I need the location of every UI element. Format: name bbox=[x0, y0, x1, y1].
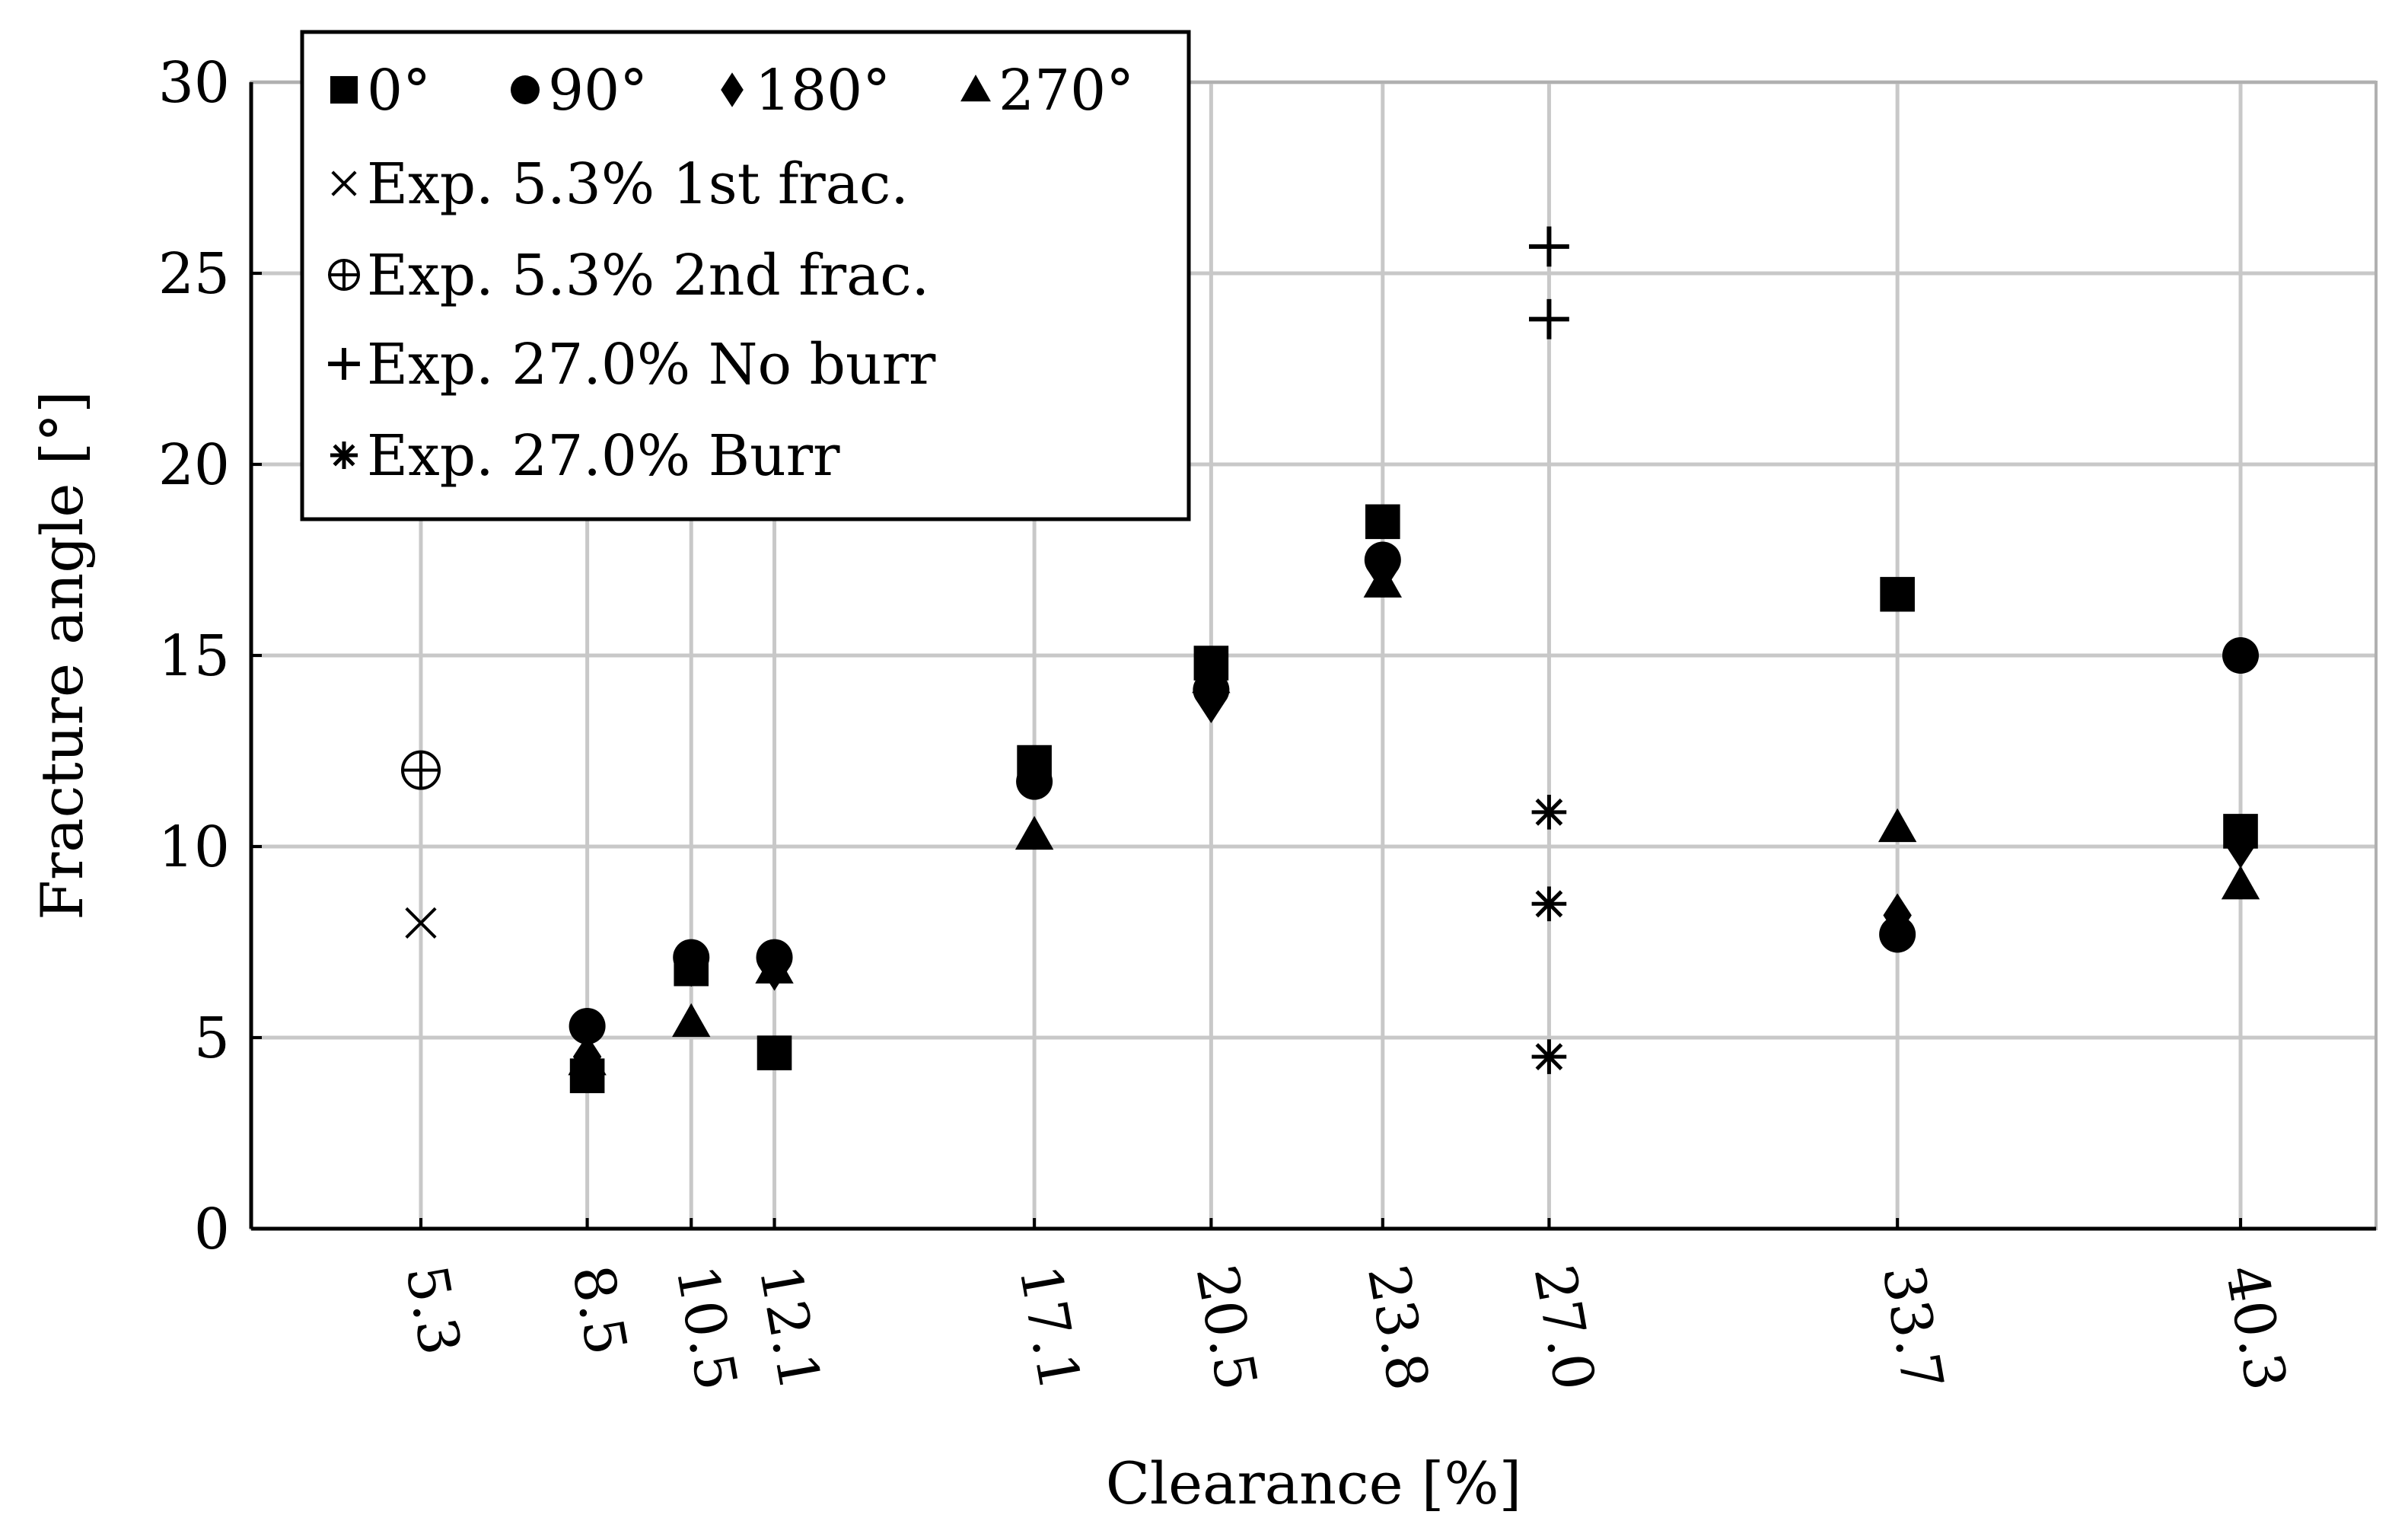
legend-marker bbox=[330, 75, 358, 104]
data-point bbox=[1531, 1039, 1567, 1074]
series-4 bbox=[405, 907, 437, 939]
series-7 bbox=[1531, 795, 1567, 1074]
data-point bbox=[1196, 679, 1226, 724]
series-5 bbox=[401, 750, 441, 790]
data-point bbox=[569, 1007, 606, 1044]
y-tick-label: 0 bbox=[194, 1197, 230, 1262]
y-tick-label: 30 bbox=[158, 50, 230, 116]
x-axis-title: Clearance [%] bbox=[1106, 1449, 1522, 1517]
data-point bbox=[2222, 637, 2259, 674]
data-point bbox=[672, 1003, 711, 1038]
data-point bbox=[405, 907, 437, 939]
series-2 bbox=[572, 549, 2255, 1079]
data-point bbox=[1531, 795, 1567, 830]
y-axis-title: Fracture angle [°] bbox=[28, 391, 96, 920]
x-tick-label: 10.5 bbox=[663, 1261, 749, 1395]
legend-marker bbox=[331, 171, 357, 196]
data-point bbox=[1363, 563, 1403, 598]
y-tick-label: 20 bbox=[158, 432, 230, 498]
data-point bbox=[1880, 576, 1915, 612]
data-point bbox=[568, 1041, 607, 1076]
data-point bbox=[1529, 226, 1569, 267]
data-point bbox=[677, 942, 706, 987]
series-1 bbox=[569, 541, 2259, 1044]
y-tick-label: 25 bbox=[158, 241, 230, 307]
legend-label: Exp. 27.0% No burr bbox=[367, 332, 936, 397]
legend-label: 0° bbox=[367, 58, 431, 123]
x-tick-label: 17.1 bbox=[1006, 1261, 1092, 1395]
x-tick-label: 5.3 bbox=[393, 1261, 473, 1360]
legend-label: Exp. 5.3% 1st frac. bbox=[367, 151, 909, 217]
legend-marker bbox=[328, 348, 360, 380]
legend-marker bbox=[328, 259, 360, 291]
data-point bbox=[2226, 824, 2255, 869]
y-tick-label: 5 bbox=[194, 1006, 230, 1071]
legend-label: Exp. 5.3% 2nd frac. bbox=[367, 243, 929, 308]
series-3 bbox=[568, 563, 2260, 1076]
data-point bbox=[1192, 658, 1231, 694]
data-point bbox=[1529, 298, 1569, 340]
x-tick-label: 33.7 bbox=[1869, 1261, 1955, 1395]
legend-marker bbox=[511, 75, 540, 104]
legend-box bbox=[300, 30, 1191, 521]
legend-label: 90° bbox=[548, 58, 648, 123]
legend-marker bbox=[960, 75, 991, 102]
data-point bbox=[1883, 893, 1912, 938]
data-point bbox=[2221, 866, 2260, 900]
x-tick-label: 40.3 bbox=[2212, 1261, 2298, 1395]
data-points bbox=[401, 226, 2260, 1093]
x-tick-label: 12.1 bbox=[747, 1261, 833, 1395]
legend-label: Exp. 27.0% Burr bbox=[367, 423, 840, 489]
legend-label: 270° bbox=[999, 58, 1134, 123]
data-point bbox=[755, 949, 794, 984]
x-tick-label: 20.5 bbox=[1183, 1261, 1269, 1395]
x-tick-label: 8.5 bbox=[559, 1261, 639, 1360]
data-point bbox=[1014, 815, 1054, 850]
series-0 bbox=[569, 504, 2258, 1093]
data-point bbox=[1878, 808, 1917, 843]
data-point bbox=[1020, 748, 1049, 792]
x-tick-label: 27.0 bbox=[1521, 1261, 1607, 1395]
data-point bbox=[401, 750, 441, 790]
legend: 0° 90° 180° 270° Exp. 5.3% 1st frac. Exp. 5.3… bbox=[300, 30, 1191, 521]
y-tick-label: 15 bbox=[158, 623, 230, 689]
y-tick-label: 10 bbox=[158, 815, 230, 880]
x-tick-label: 23.8 bbox=[1355, 1261, 1441, 1395]
legend-label: 180° bbox=[755, 58, 890, 123]
legend-marker bbox=[330, 441, 358, 470]
data-point bbox=[1531, 886, 1567, 922]
series-6 bbox=[1529, 226, 1569, 340]
legend-marker bbox=[721, 72, 744, 107]
data-point bbox=[756, 1035, 792, 1070]
data-point bbox=[1365, 504, 1400, 540]
